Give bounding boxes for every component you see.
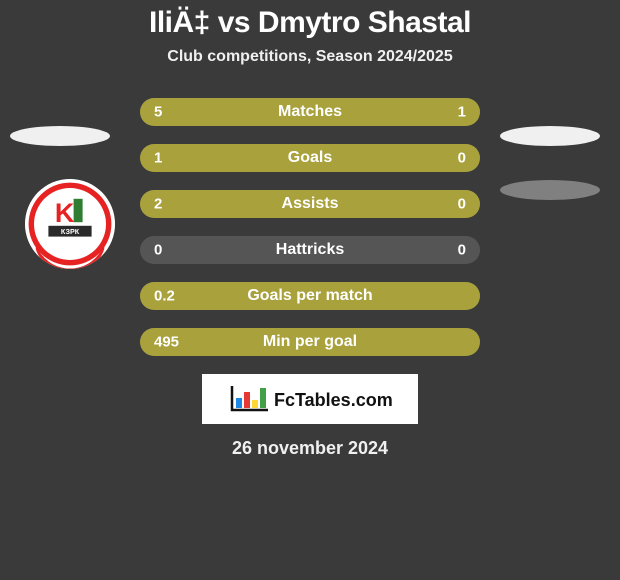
stat-row: 5 1 Matches <box>0 98 620 126</box>
stat-left-value: 2 <box>154 196 162 213</box>
stat-label: Hattricks <box>276 241 344 259</box>
stat-bar: 1 0 Goals <box>140 144 480 172</box>
stat-left-value: 495 <box>154 334 179 351</box>
stat-label: Goals per match <box>247 287 372 305</box>
stat-right-value: 0 <box>458 242 466 259</box>
stat-right-value: 1 <box>458 104 466 121</box>
stat-bar-left-fill <box>140 98 395 126</box>
subtitle: Club competitions, Season 2024/2025 <box>0 48 620 66</box>
stat-left-value: 1 <box>154 150 162 167</box>
footer-date: 26 november 2024 <box>0 438 620 459</box>
stat-right-value: 0 <box>458 196 466 213</box>
stat-label: Assists <box>282 195 339 213</box>
stat-bar: 0 0 Hattricks <box>140 236 480 264</box>
svg-text:K: K <box>55 198 75 228</box>
player-silhouette <box>500 180 600 200</box>
stat-left-value: 5 <box>154 104 162 121</box>
svg-text:FcTables.com: FcTables.com <box>274 390 393 410</box>
svg-text:КЗРК: КЗРК <box>61 227 80 236</box>
stat-bar: 5 1 Matches <box>140 98 480 126</box>
stat-label: Min per goal <box>263 333 357 351</box>
stat-label: Goals <box>288 149 332 167</box>
page-title: IliÄ‡ vs Dmytro Shastal <box>0 6 620 40</box>
stat-bar: 2 0 Assists <box>140 190 480 218</box>
stat-bar-right-fill <box>395 98 480 126</box>
player-silhouette <box>500 126 600 146</box>
stat-row: 1 0 Goals <box>0 144 620 172</box>
site-logo: FcTables.com <box>202 374 418 424</box>
stat-row: 0.2 Goals per match <box>0 282 620 310</box>
fctables-logo-icon: FcTables.com <box>202 374 418 424</box>
stat-row: 495 Min per goal <box>0 328 620 356</box>
stat-label: Matches <box>278 103 342 121</box>
player-silhouette <box>10 126 110 146</box>
stat-left-value: 0.2 <box>154 288 175 305</box>
stat-bar: 0.2 Goals per match <box>140 282 480 310</box>
stat-left-value: 0 <box>154 242 162 259</box>
stat-bar: 495 Min per goal <box>140 328 480 356</box>
club-badge-left: KКЗРК СК • ГІРНИК <box>25 179 115 269</box>
stat-right-value: 0 <box>458 150 466 167</box>
svg-text:СК • ГІРНИК: СК • ГІРНИК <box>53 247 87 253</box>
